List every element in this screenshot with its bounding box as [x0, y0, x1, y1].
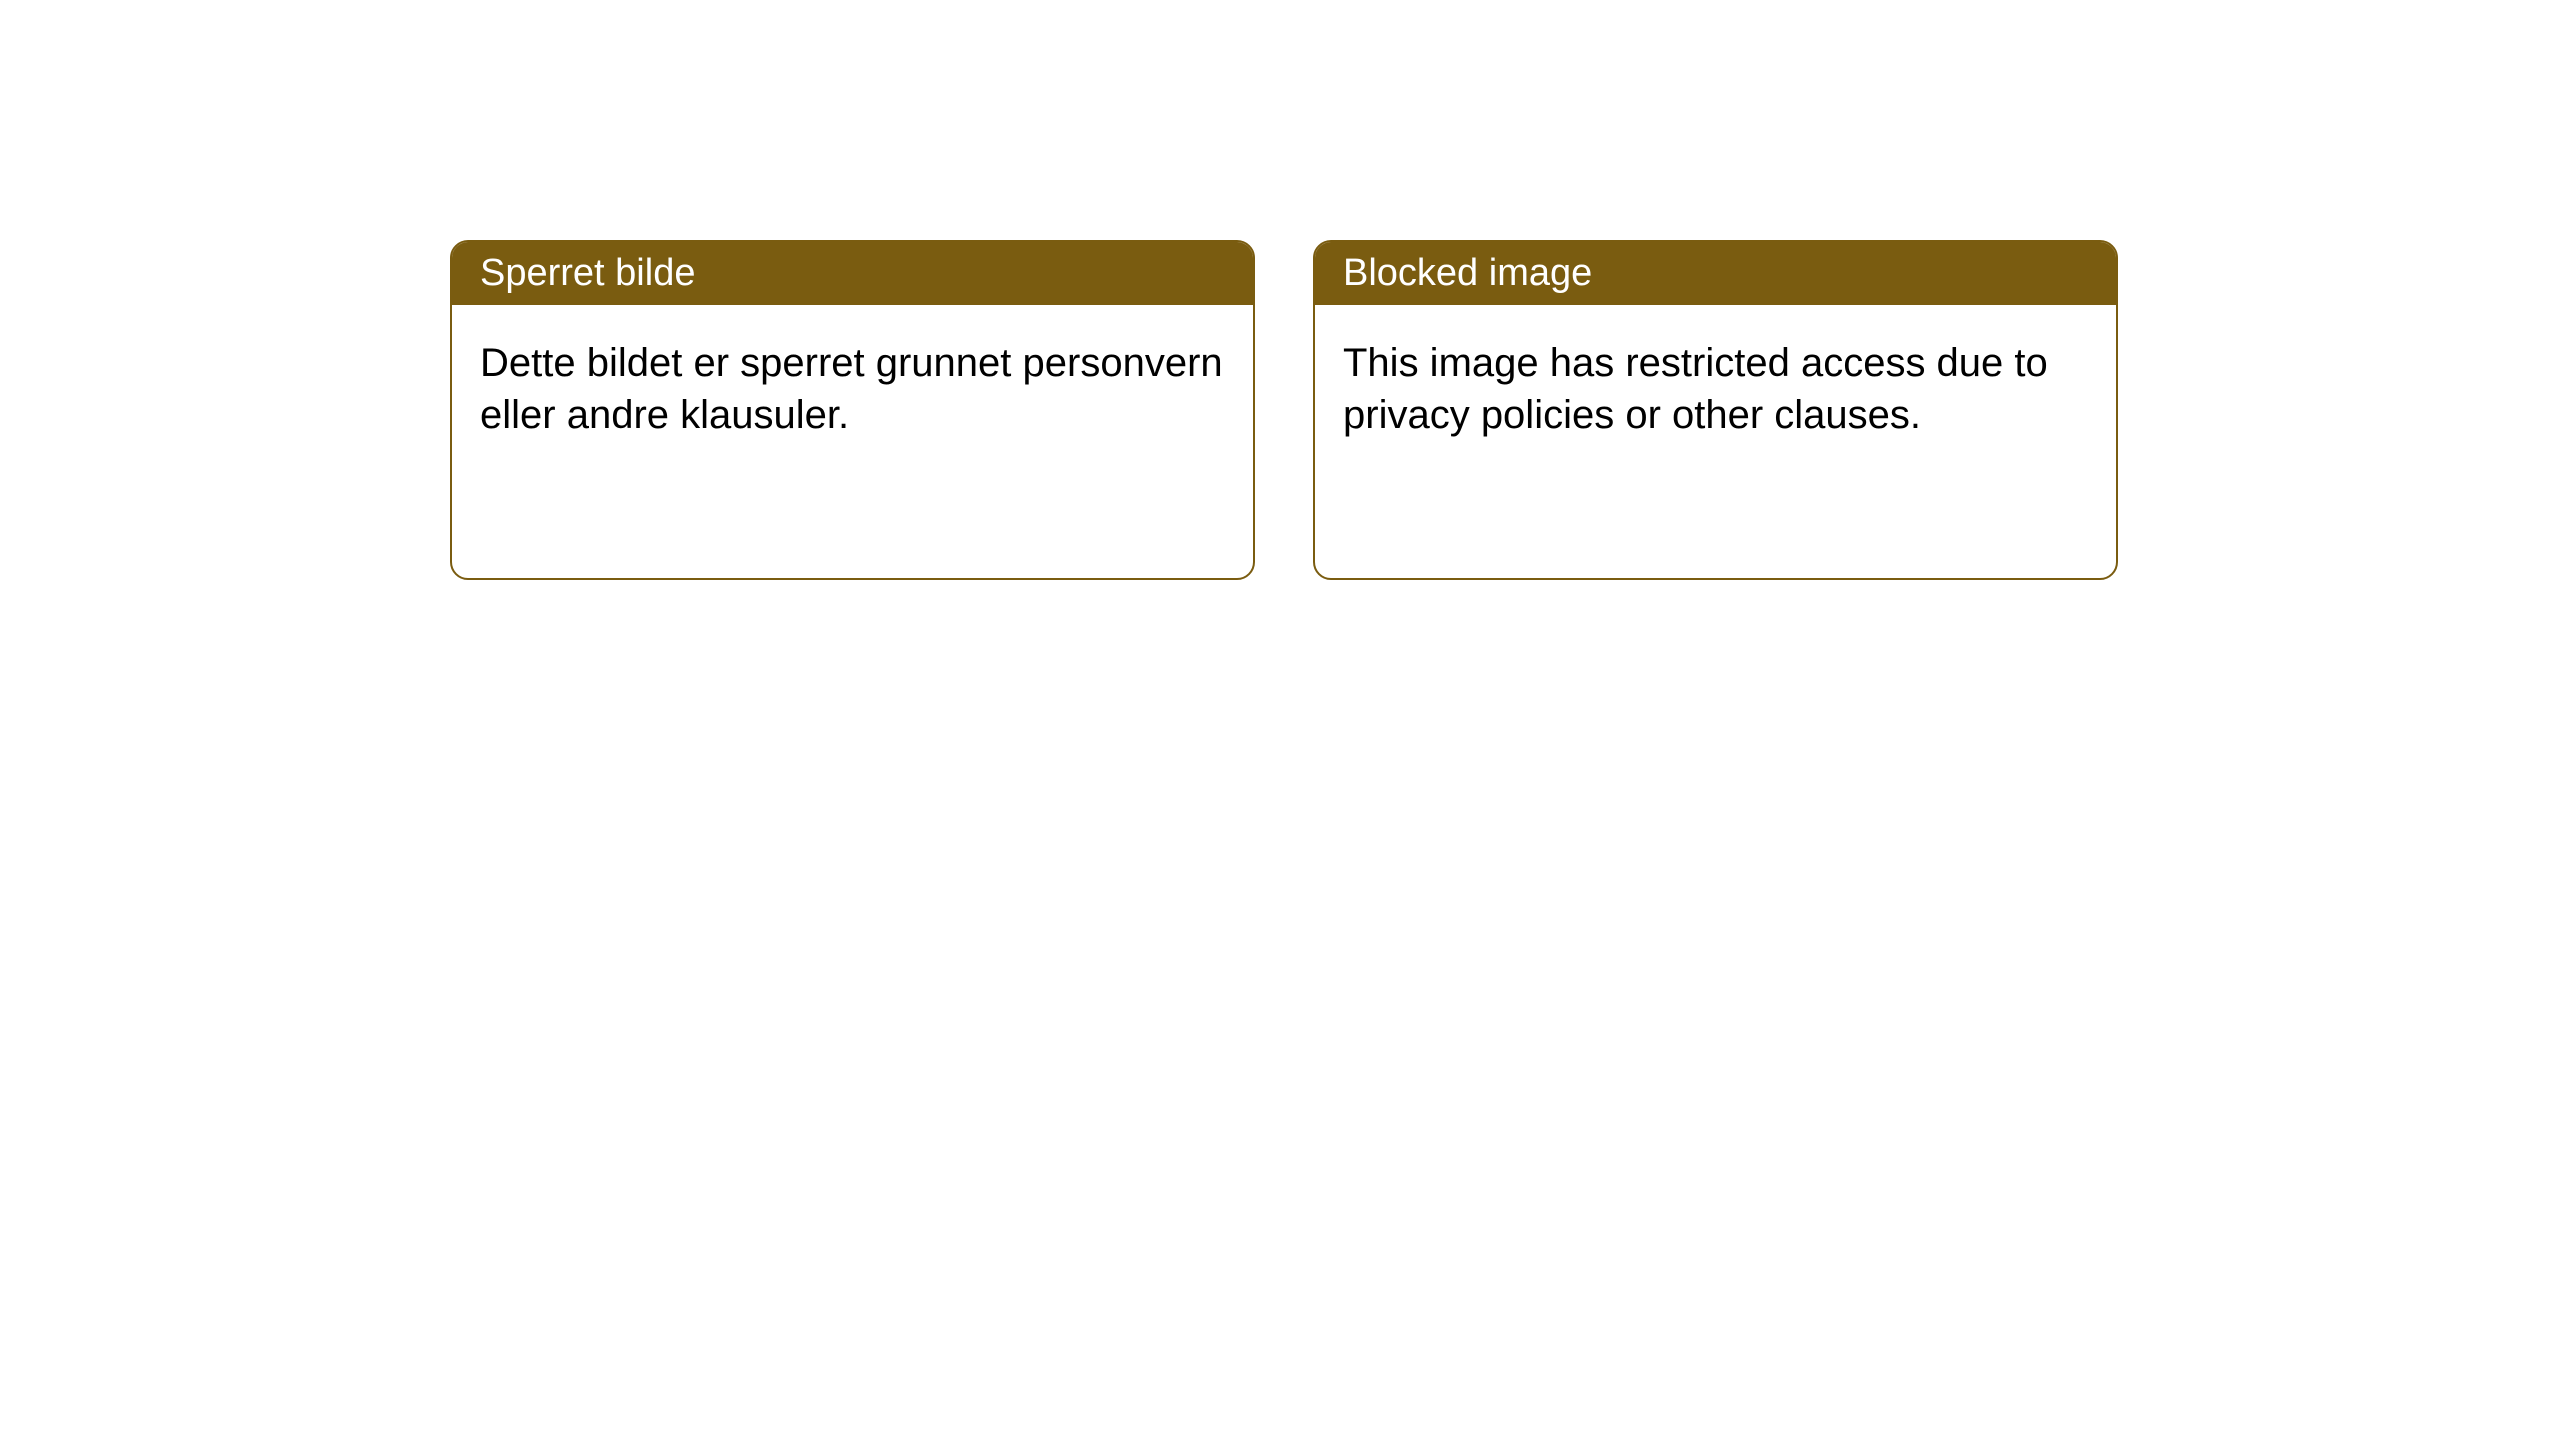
notice-header: Blocked image: [1315, 242, 2116, 305]
notice-message: This image has restricted access due to …: [1343, 341, 2048, 437]
notice-message: Dette bildet er sperret grunnet personve…: [480, 341, 1223, 437]
notice-body: Dette bildet er sperret grunnet personve…: [452, 305, 1253, 473]
notice-title: Sperret bilde: [480, 252, 695, 294]
notice-body: This image has restricted access due to …: [1315, 305, 2116, 473]
notice-title: Blocked image: [1343, 252, 1592, 294]
notice-card-english: Blocked image This image has restricted …: [1313, 240, 2118, 580]
notice-container: Sperret bilde Dette bildet er sperret gr…: [450, 240, 2118, 580]
notice-card-norwegian: Sperret bilde Dette bildet er sperret gr…: [450, 240, 1255, 580]
notice-header: Sperret bilde: [452, 242, 1253, 305]
